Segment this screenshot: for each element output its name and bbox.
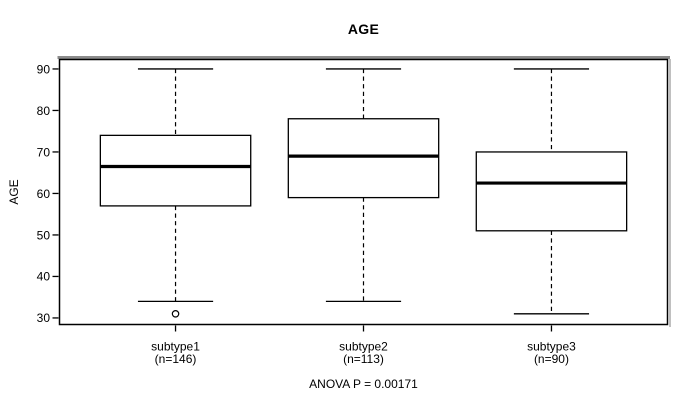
x-category-label: subtype2: [339, 340, 388, 354]
iqr-box: [287, 118, 440, 199]
y-tick-label: 60: [37, 187, 51, 201]
y-tick-label: 80: [37, 104, 51, 118]
y-tick-label: 90: [37, 62, 51, 76]
x-category-label: subtype1: [151, 340, 200, 354]
outlier-point: [171, 309, 180, 318]
y-tick-label: 50: [37, 228, 51, 242]
x-category-label: subtype3: [527, 340, 576, 354]
chart-title: AGE: [347, 21, 380, 37]
anova-annotation: ANOVA P = 0.00171: [309, 377, 418, 391]
iqr-box: [99, 134, 252, 207]
y-tick-label: 30: [37, 311, 51, 325]
plot-frame: [58, 58, 669, 326]
x-category-sublabel: (n=113): [343, 352, 384, 366]
x-category-sublabel: (n=146): [155, 352, 197, 366]
x-category-sublabel: (n=90): [534, 352, 569, 366]
iqr-box: [475, 151, 628, 232]
y-tick-label: 70: [37, 145, 51, 159]
y-tick-label: 40: [37, 270, 51, 284]
